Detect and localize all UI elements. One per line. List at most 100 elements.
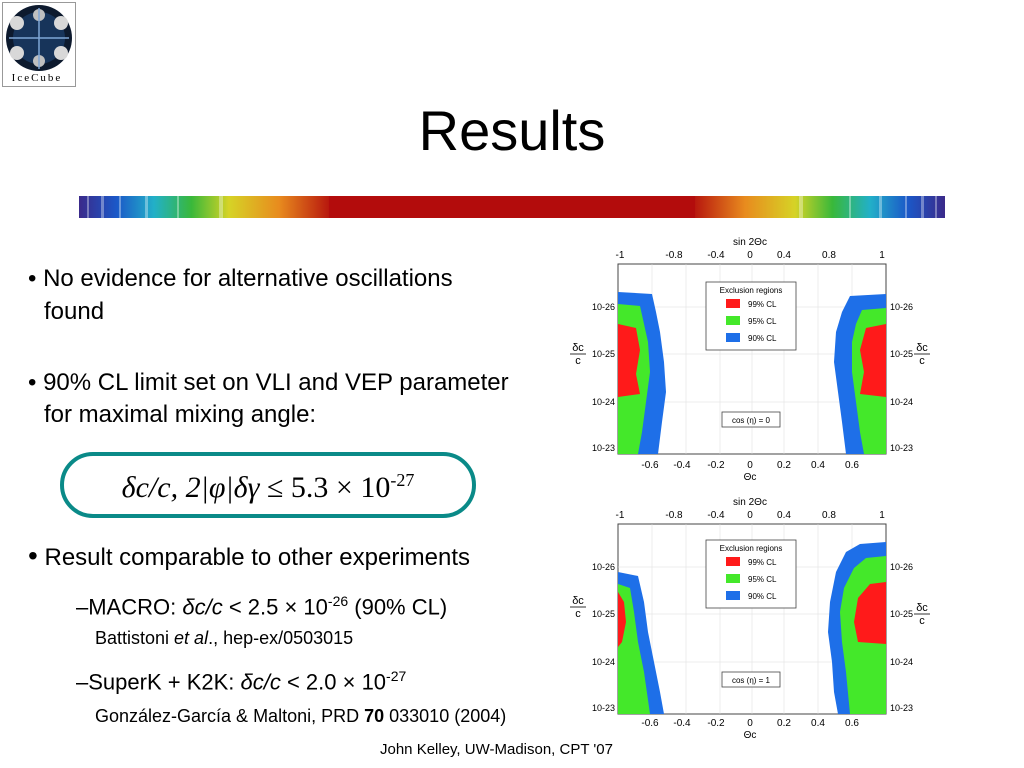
superk-value: < 2.0 × 10 bbox=[280, 669, 387, 695]
legend-swatch-99 bbox=[726, 299, 740, 308]
bullet-no-evidence: • No evidence for alternative oscillatio… bbox=[28, 265, 453, 292]
bottom-tick: 0.2 bbox=[777, 718, 791, 729]
y-tick: 10-26 bbox=[890, 562, 913, 572]
superk-reference: González-García & Maltoni, PRD 70 033010… bbox=[95, 706, 506, 727]
y-label-right-num: δc bbox=[916, 602, 928, 614]
bullet-cl-limit-cont: for maximal mixing angle: bbox=[44, 401, 317, 428]
y-label-right-den: c bbox=[919, 615, 925, 627]
region-95-left bbox=[618, 584, 650, 714]
region-99-left bbox=[618, 324, 640, 397]
macro-exponent: -26 bbox=[327, 593, 349, 609]
top-tick: 0 bbox=[747, 250, 753, 261]
macro-ref-author: Battistoni bbox=[95, 628, 175, 648]
formula-mantissa: 5.3 × 10 bbox=[290, 471, 391, 504]
top-tick: 1 bbox=[879, 510, 885, 521]
bottom-axis-label: Θc bbox=[744, 472, 757, 482]
y-tick: 10-26 bbox=[592, 562, 615, 572]
icecube-logo-graphic bbox=[6, 5, 72, 71]
bottom-tick: -0.4 bbox=[673, 460, 691, 471]
superk-lead: –SuperK + K2K: bbox=[76, 669, 241, 695]
legend-label-99: 99% CL bbox=[748, 300, 777, 309]
y-label-left-num: δc bbox=[572, 342, 584, 354]
y-label-left-den: c bbox=[575, 608, 581, 620]
region-99-right bbox=[860, 324, 886, 397]
legend-label-95: 95% CL bbox=[748, 317, 777, 326]
cos-eta-label: cos (η) = 0 bbox=[732, 416, 771, 425]
exclusion-plot-2: sin 2Θc -1 -0.8 -0.4 0 0.4 0.8 1 Exclusi… bbox=[570, 497, 930, 741]
bottom-tick: 0.6 bbox=[845, 460, 859, 471]
top-ticks: -1 -0.8 -0.4 0 0.4 0.8 1 bbox=[616, 510, 886, 521]
limit-formula: δc/c, 2|φ|δγ ≤ 5.3 × 10-27 bbox=[60, 470, 476, 505]
macro-value: < 2.5 × 10 bbox=[222, 594, 328, 620]
top-axis-label: sin 2Θc bbox=[733, 237, 767, 248]
logo-label: IceCube bbox=[11, 72, 63, 84]
y-label-left-num: δc bbox=[572, 595, 584, 607]
legend-label-90: 90% CL bbox=[748, 334, 777, 343]
spectrum-bar bbox=[79, 196, 945, 218]
legend-label-90: 90% CL bbox=[748, 592, 777, 601]
y-tick: 10-26 bbox=[592, 302, 615, 312]
formula-lhs: δc/c, 2|φ|δγ bbox=[121, 471, 260, 504]
top-tick: 0.8 bbox=[822, 250, 836, 261]
top-tick: -1 bbox=[616, 250, 625, 261]
bottom-tick: 0.2 bbox=[777, 460, 791, 471]
superk-ref-id: 033010 (2004) bbox=[384, 706, 507, 726]
bottom-ticks: -0.6 -0.4 -0.2 0 0.2 0.4 0.6 bbox=[641, 718, 859, 729]
cos-eta-box bbox=[721, 671, 781, 688]
bottom-tick: 0.4 bbox=[811, 718, 825, 729]
top-tick: 0.4 bbox=[777, 510, 791, 521]
top-tick: 0.4 bbox=[777, 250, 791, 261]
y-tick: 10-24 bbox=[890, 657, 913, 667]
top-tick: -0.8 bbox=[665, 510, 683, 521]
cos-eta-box bbox=[721, 411, 781, 428]
y-label-left-den: c bbox=[575, 355, 581, 367]
bullet-comparable-text: Result comparable to other experiments bbox=[44, 544, 471, 571]
formula-box bbox=[60, 452, 476, 518]
legend-title: Exclusion regions bbox=[720, 544, 783, 553]
macro-reference: Battistoni et al., hep-ex/0503015 bbox=[95, 628, 353, 649]
top-axis-label: sin 2Θc bbox=[733, 497, 767, 508]
left-y-ticks: 10-26 10-25 10-24 10-23 bbox=[592, 562, 615, 713]
top-ticks: -1 -0.8 -0.4 0 0.4 0.8 1 bbox=[616, 250, 886, 261]
superk-exponent: -27 bbox=[386, 668, 407, 684]
bottom-tick: 0.4 bbox=[811, 460, 825, 471]
bullet-dot: • bbox=[28, 540, 38, 571]
legend-label-99: 99% CL bbox=[748, 558, 777, 567]
top-tick: -0.4 bbox=[707, 510, 725, 521]
slide-title: Results bbox=[418, 99, 606, 162]
top-tick: 0 bbox=[747, 510, 753, 521]
y-tick: 10-23 bbox=[890, 703, 913, 713]
region-99-right bbox=[854, 582, 886, 644]
exclusion-plot-1: sin 2Θc -1 -0.8 -0.4 0 0.4 0.8 1 Exclusi… bbox=[570, 237, 930, 482]
footer-credit: John Kelley, UW-Madison, CPT '07 bbox=[380, 741, 613, 758]
cos-eta-label: cos (η) = 1 bbox=[732, 676, 771, 685]
bottom-tick: -0.4 bbox=[673, 718, 691, 729]
bottom-tick: -0.6 bbox=[641, 718, 659, 729]
bottom-tick: -0.6 bbox=[641, 460, 659, 471]
superk-ref-author: González-García & Maltoni, PRD bbox=[95, 706, 365, 726]
top-tick: -0.4 bbox=[707, 250, 725, 261]
formula-exponent: -27 bbox=[390, 470, 415, 490]
icecube-logo bbox=[2, 2, 76, 87]
y-tick: 10-23 bbox=[890, 443, 913, 453]
top-tick: 1 bbox=[879, 250, 885, 261]
legend-swatch-90 bbox=[726, 591, 740, 600]
bullet-no-evidence-cont: found bbox=[44, 298, 105, 325]
right-y-ticks: 10-26 10-25 10-24 10-23 bbox=[890, 302, 913, 453]
legend-title: Exclusion regions bbox=[720, 286, 783, 295]
y-label-right-num: δc bbox=[916, 342, 928, 354]
right-y-ticks: 10-26 10-25 10-24 10-23 bbox=[890, 562, 913, 713]
superk-ref-volume: 70 bbox=[364, 706, 385, 726]
y-tick: 10-25 bbox=[890, 349, 913, 359]
macro-cl: (90% CL) bbox=[348, 594, 448, 620]
y-tick: 10-25 bbox=[592, 349, 615, 359]
top-tick: -1 bbox=[616, 510, 625, 521]
bullet-cl-limit: • 90% CL limit set on VLI and VEP parame… bbox=[28, 369, 509, 396]
legend-box bbox=[705, 281, 797, 351]
region-99-left bbox=[618, 592, 626, 647]
superk-line: –SuperK + K2K: δc/c < 2.0 × 10-27 bbox=[76, 668, 406, 695]
macro-ref-etal: et al bbox=[174, 628, 209, 648]
formula-relation: ≤ bbox=[266, 471, 284, 504]
y-tick: 10-25 bbox=[890, 609, 913, 619]
bottom-tick: 0 bbox=[747, 460, 753, 471]
